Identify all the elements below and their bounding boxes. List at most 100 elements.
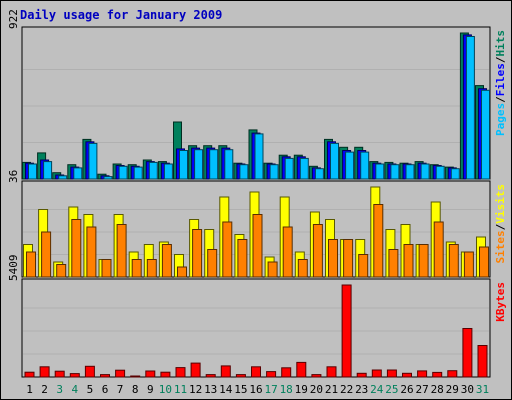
x-tick-label: 30: [461, 383, 474, 396]
x-tick-label: 9: [147, 383, 154, 396]
bar-kbytes-day-24: [371, 369, 382, 378]
bar-sites-day-15: [237, 239, 248, 278]
bar-pages-day-7: [118, 165, 128, 180]
legend-hits-files-pages: Pages/Files/Hits: [494, 30, 507, 136]
x-tick-label: 2: [41, 383, 48, 396]
bar-sites-day-25: [388, 249, 399, 278]
panel-hits-files-pages: 922 Pages/Files/Hits: [7, 9, 507, 180]
bar-pages-day-11: [179, 150, 188, 180]
bar-pages-day-27: [420, 163, 430, 180]
bar-sites-day-28: [433, 221, 444, 278]
bar-kbytes-day-27: [417, 370, 428, 378]
x-tick-label: 22: [340, 383, 353, 396]
series-pages: [28, 36, 490, 180]
bar-sites-day-20: [312, 224, 323, 278]
x-tick-label: 19: [295, 383, 308, 396]
bar-pages-day-13: [209, 149, 219, 180]
bar-sites-day-1: [26, 251, 36, 278]
bar-kbytes-day-23: [356, 372, 367, 378]
x-tick-label: 6: [102, 383, 109, 396]
legend-visits-sites: Sites/Visits: [494, 184, 507, 264]
bar-pages-day-15: [239, 164, 249, 180]
bar-kbytes-day-15: [235, 374, 246, 378]
bar-sites-day-29: [448, 244, 459, 278]
panel-kbytes: 5409 KBytes: [7, 255, 507, 378]
legend-entry: Visits: [494, 184, 507, 224]
bar-pages-day-29: [450, 168, 460, 180]
bar-sites-day-5: [86, 226, 97, 278]
x-tick-label: 29: [446, 383, 459, 396]
chart-title: Daily usage for January 2009: [20, 8, 222, 22]
bar-pages-day-6: [103, 176, 113, 180]
bar-pages-day-12: [194, 149, 204, 180]
x-tick-label: 7: [117, 383, 124, 396]
x-tick-label: 25: [385, 383, 398, 396]
bar-pages-day-17: [269, 164, 279, 180]
x-tick-label: 23: [355, 383, 368, 396]
bar-sites-day-27: [418, 244, 429, 278]
bar-pages-day-26: [405, 164, 415, 180]
bar-pages-day-5: [88, 142, 98, 180]
panel-visits-sites: 36 Sites/Visits: [7, 170, 507, 278]
bar-sites-day-9: [146, 259, 157, 278]
bar-kbytes-day-10: [160, 371, 171, 378]
bar-pages-day-16: [254, 133, 264, 180]
bar-kbytes-day-5: [84, 365, 95, 378]
bar-sites-day-11: [177, 266, 187, 278]
bar-pages-day-23: [360, 151, 370, 180]
bar-sites-day-30: [463, 251, 474, 278]
bar-sites-day-24: [373, 204, 384, 278]
bar-sites-day-22: [343, 239, 354, 278]
bar-kbytes-day-29: [447, 370, 458, 378]
bar-pages-day-10: [163, 163, 173, 180]
x-tick-label: 24: [370, 383, 384, 396]
bar-kbytes-day-6: [100, 374, 110, 378]
bar-kbytes-day-17: [266, 371, 277, 378]
legend-entry: Sites: [494, 230, 507, 263]
bar-kbytes-day-22: [341, 284, 352, 378]
bar-sites-day-23: [358, 254, 369, 278]
bar-pages-day-28: [435, 165, 445, 180]
bar-sites-day-21: [328, 239, 338, 278]
bar-pages-day-31: [481, 89, 490, 180]
series-sites: [26, 204, 489, 278]
bar-pages-day-30: [465, 36, 475, 180]
bar-kbytes-day-11: [175, 367, 186, 378]
y-max-label-hits-files-pages: 922: [7, 9, 20, 29]
bar-kbytes-day-14: [220, 365, 231, 378]
bar-pages-day-24: [375, 163, 385, 180]
bar-kbytes-day-12: [190, 362, 201, 378]
bar-kbytes-day-30: [462, 328, 473, 378]
bar-sites-day-10: [161, 244, 172, 278]
x-tick-label: 21: [325, 383, 338, 396]
legend-entry: /: [494, 56, 507, 63]
bar-sites-day-12: [192, 229, 203, 278]
bar-sites-day-4: [71, 219, 82, 278]
x-tick-label: 3: [56, 383, 63, 396]
bar-kbytes-day-9: [145, 370, 156, 378]
bar-pages-day-14: [224, 149, 234, 180]
legend-entry: /: [494, 96, 507, 103]
bar-pages-day-8: [133, 166, 143, 180]
bar-sites-day-14: [222, 221, 233, 278]
bar-sites-day-8: [131, 259, 142, 278]
bar-kbytes-day-7: [115, 369, 126, 378]
x-tick-label: 14: [219, 383, 233, 396]
x-tick-label: 31: [476, 383, 489, 396]
bar-kbytes-day-3: [54, 370, 65, 378]
legend-entry: /: [494, 223, 507, 230]
x-tick-label: 12: [189, 383, 202, 396]
x-tick-label: 17: [264, 383, 277, 396]
bar-kbytes-day-18: [281, 367, 292, 378]
bar-kbytes-day-21: [326, 366, 337, 378]
bar-sites-day-17: [267, 261, 278, 278]
bar-sites-day-13: [207, 249, 218, 278]
x-tick-label: 8: [132, 383, 139, 396]
x-tick-label: 16: [249, 383, 262, 396]
bar-sites-day-26: [403, 244, 414, 278]
y-max-label-kbytes: 5409: [7, 255, 20, 282]
bar-sites-day-2: [41, 231, 52, 278]
bar-sites-day-6: [101, 259, 112, 278]
x-tick-label: 26: [400, 383, 413, 396]
